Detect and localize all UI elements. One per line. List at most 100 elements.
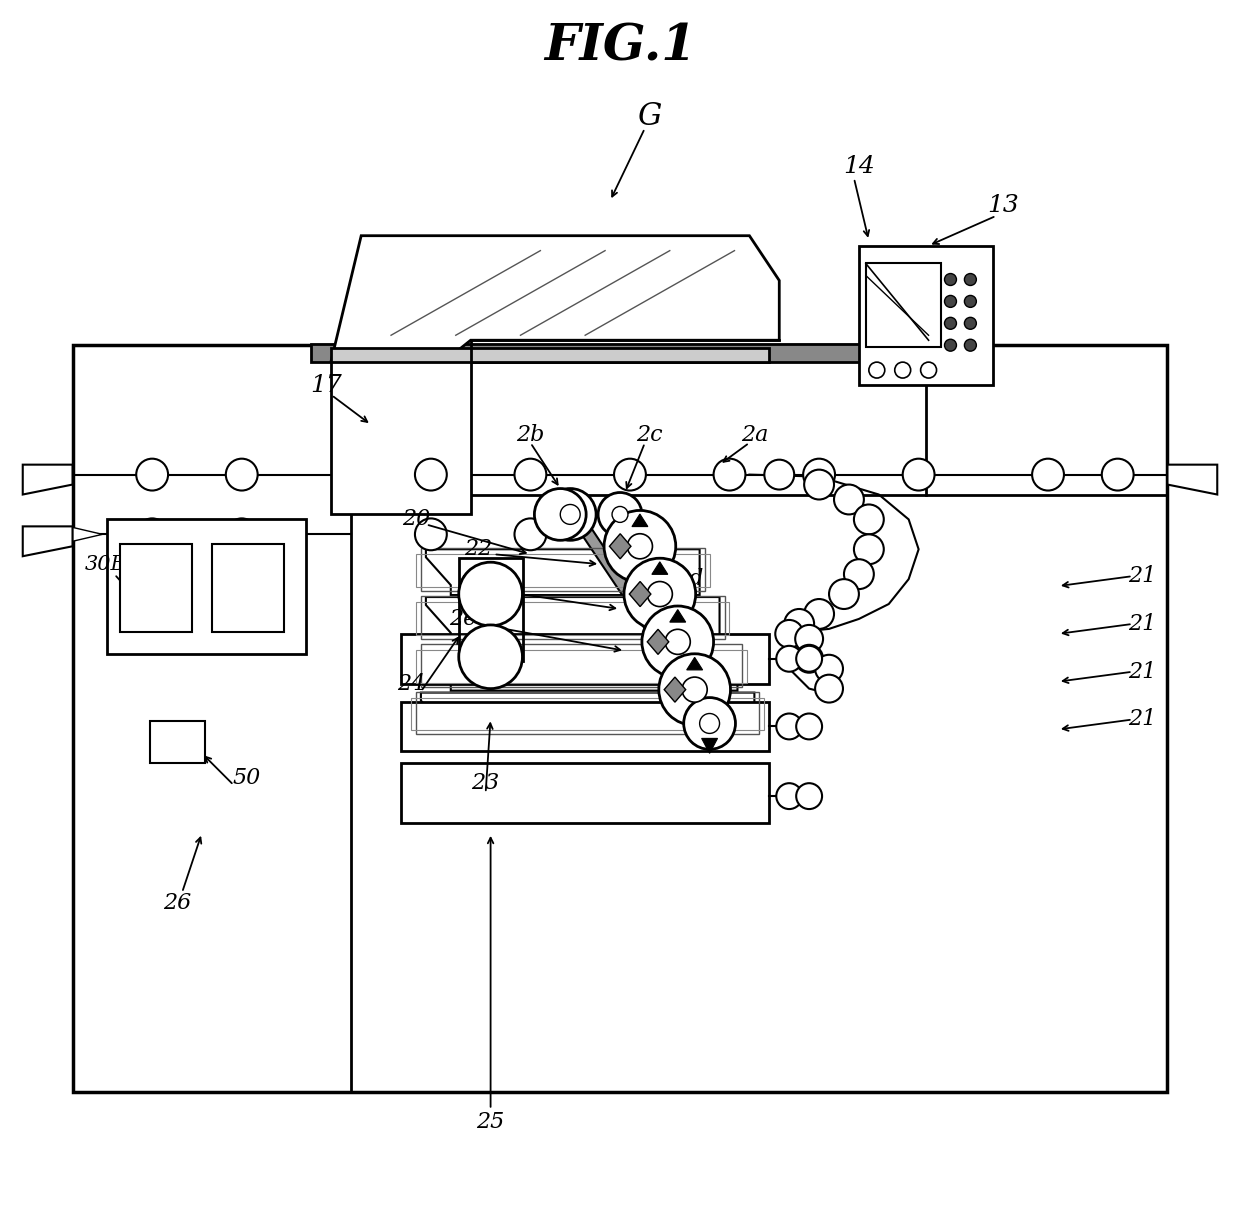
Circle shape — [624, 558, 696, 630]
Bar — [459, 558, 523, 660]
Text: 14: 14 — [843, 154, 874, 177]
Circle shape — [1102, 459, 1133, 490]
Circle shape — [796, 714, 822, 739]
Circle shape — [642, 606, 713, 677]
Bar — [410, 698, 764, 731]
Text: 17: 17 — [310, 374, 342, 397]
Text: 30B: 30B — [84, 555, 126, 574]
Circle shape — [796, 783, 822, 809]
Circle shape — [136, 518, 169, 550]
Circle shape — [805, 470, 835, 499]
Bar — [72, 345, 1168, 1091]
Text: 2c: 2c — [636, 424, 663, 446]
Circle shape — [895, 362, 910, 378]
Circle shape — [945, 339, 956, 351]
Circle shape — [226, 518, 258, 550]
Bar — [401, 634, 769, 683]
Circle shape — [515, 518, 547, 550]
Text: 23: 23 — [471, 772, 500, 794]
Circle shape — [854, 534, 884, 565]
Circle shape — [459, 625, 522, 688]
Text: 20: 20 — [402, 509, 430, 531]
Circle shape — [775, 620, 804, 648]
Circle shape — [544, 488, 596, 540]
Polygon shape — [420, 693, 754, 738]
Text: 50: 50 — [233, 767, 260, 789]
Bar — [866, 262, 940, 347]
Bar — [415, 692, 759, 734]
Polygon shape — [72, 527, 103, 541]
Polygon shape — [22, 527, 72, 556]
Circle shape — [815, 675, 843, 703]
Circle shape — [796, 646, 822, 671]
Circle shape — [627, 534, 652, 558]
Circle shape — [459, 562, 522, 626]
Circle shape — [647, 582, 672, 607]
Text: FIG.1: FIG.1 — [544, 22, 696, 72]
Text: 2e: 2e — [449, 608, 476, 630]
Circle shape — [764, 460, 794, 489]
Circle shape — [869, 362, 885, 378]
Circle shape — [658, 654, 730, 726]
Text: G: G — [637, 101, 662, 132]
Polygon shape — [22, 465, 72, 494]
Text: 2b: 2b — [516, 424, 544, 446]
Circle shape — [920, 362, 936, 378]
Bar — [415, 602, 729, 635]
Circle shape — [682, 677, 707, 702]
Circle shape — [804, 459, 835, 490]
Circle shape — [415, 459, 446, 490]
Bar — [401, 702, 769, 751]
Circle shape — [815, 654, 843, 682]
Circle shape — [515, 459, 547, 490]
Bar — [859, 245, 993, 385]
Polygon shape — [652, 562, 668, 574]
Bar — [415, 649, 748, 682]
Polygon shape — [425, 597, 719, 643]
Text: 21: 21 — [1128, 566, 1157, 588]
Polygon shape — [331, 236, 779, 361]
Circle shape — [903, 459, 935, 490]
Circle shape — [136, 459, 169, 490]
Circle shape — [776, 646, 802, 671]
Polygon shape — [665, 677, 686, 702]
Circle shape — [795, 625, 823, 653]
Polygon shape — [1168, 465, 1218, 494]
Circle shape — [805, 599, 835, 629]
Text: 13: 13 — [987, 194, 1019, 217]
Polygon shape — [687, 657, 703, 670]
Text: 21: 21 — [1128, 709, 1157, 731]
Circle shape — [614, 459, 646, 490]
Bar — [331, 361, 471, 515]
Text: 2d: 2d — [676, 568, 704, 590]
Circle shape — [665, 629, 691, 654]
Polygon shape — [609, 534, 631, 558]
Circle shape — [835, 484, 864, 515]
Polygon shape — [702, 738, 718, 754]
Bar — [311, 345, 959, 362]
Circle shape — [683, 698, 735, 749]
Bar — [420, 549, 704, 591]
Circle shape — [784, 609, 815, 639]
Circle shape — [776, 783, 802, 809]
Circle shape — [415, 518, 446, 550]
Polygon shape — [425, 549, 699, 595]
Circle shape — [713, 459, 745, 490]
Bar — [420, 596, 724, 639]
Text: 21: 21 — [1128, 613, 1157, 635]
Circle shape — [945, 295, 956, 307]
Bar — [120, 544, 192, 631]
Bar — [108, 520, 306, 654]
Circle shape — [776, 714, 802, 739]
Polygon shape — [647, 629, 668, 654]
Text: 30A: 30A — [236, 555, 278, 574]
Circle shape — [830, 579, 859, 609]
Text: 2a: 2a — [740, 424, 768, 446]
Circle shape — [965, 295, 976, 307]
Polygon shape — [630, 582, 651, 607]
Bar — [415, 555, 709, 588]
Text: 2f: 2f — [460, 573, 482, 595]
Text: 30: 30 — [166, 555, 193, 574]
Text: 25: 25 — [476, 1111, 505, 1133]
Bar — [401, 764, 769, 823]
